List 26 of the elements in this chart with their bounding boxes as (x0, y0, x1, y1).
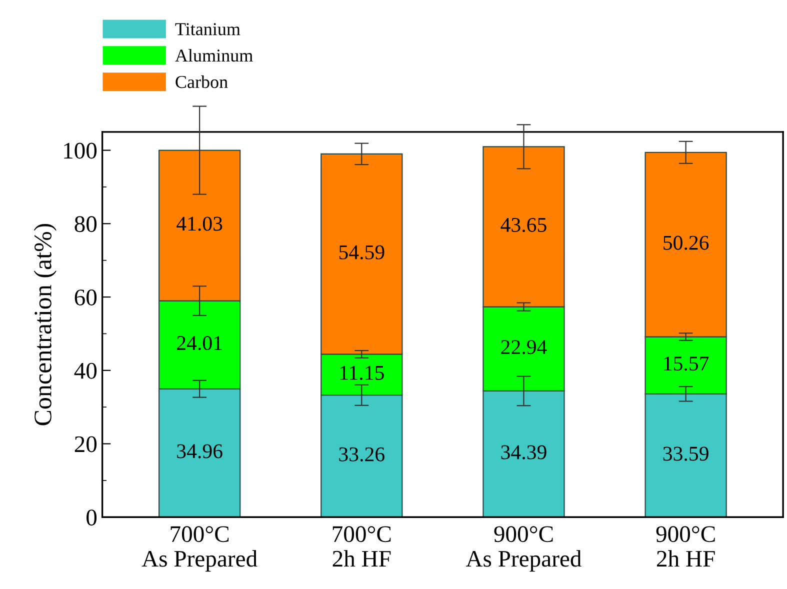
data-label: 15.57 (664, 356, 709, 371)
legend-label: Titanium (175, 23, 240, 36)
data-label: 11.15 (340, 366, 384, 380)
data-label: 54.59 (339, 245, 384, 260)
data-label: 41.03 (176, 216, 222, 231)
data-label: 33.26 (339, 447, 384, 462)
x-tick-label: 700°C 2h HF (332, 526, 391, 567)
y-tick-label: 40 (74, 362, 97, 379)
data-label: 43.65 (500, 218, 546, 232)
x-tick-label: 900°C 2h HF (656, 526, 715, 567)
data-label: 22.94 (501, 340, 547, 354)
data-label: 34.39 (501, 445, 546, 460)
y-tick-label: 0 (86, 510, 97, 526)
data-label: 50.26 (664, 236, 709, 250)
x-tick-label: 700°C As Prepared (142, 526, 258, 572)
data-label: 24.01 (177, 336, 222, 350)
y-tick-label: 60 (74, 290, 97, 306)
y-axis-title: Concentration (at%) (34, 224, 56, 426)
legend-label: Aluminum (175, 48, 253, 62)
y-tick-label: 20 (74, 436, 97, 452)
data-label: 34.96 (177, 444, 222, 458)
legend-label: Carbon (176, 75, 228, 88)
y-tick-label: 80 (74, 216, 97, 232)
y-tick-label: 100 (64, 142, 97, 159)
x-tick-label: 900°C As Prepared (466, 526, 582, 572)
data-label: 33.59 (663, 446, 708, 461)
